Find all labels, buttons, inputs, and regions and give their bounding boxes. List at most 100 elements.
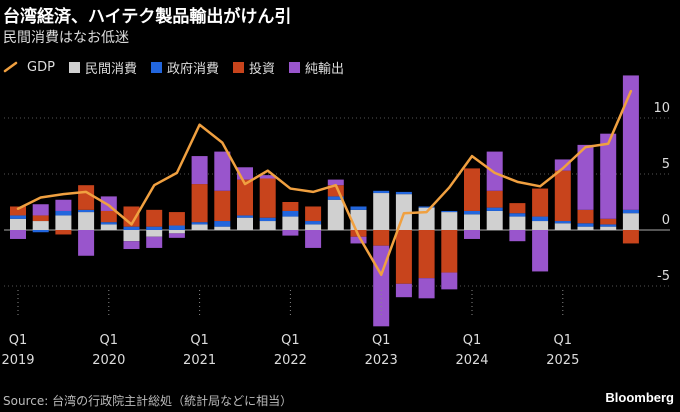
y-tick-label: -5 bbox=[657, 269, 670, 284]
bar-private-consumption bbox=[32, 221, 49, 230]
bar-investment bbox=[237, 179, 253, 216]
bar-investment bbox=[327, 185, 344, 197]
x-tick-label-year: 2023 bbox=[365, 353, 398, 368]
bar-investment bbox=[418, 230, 435, 279]
bar-government-consumption bbox=[146, 226, 163, 230]
y-tick-label: 0 bbox=[662, 213, 670, 228]
bar-government-consumption bbox=[554, 221, 571, 224]
bar-investment bbox=[78, 185, 95, 210]
bar-private-consumption bbox=[373, 193, 390, 230]
bar-investment bbox=[622, 230, 639, 244]
bar-private-consumption bbox=[191, 224, 208, 230]
bar-government-consumption bbox=[509, 213, 526, 217]
bar-investment bbox=[10, 206, 26, 216]
x-tick-label-quarter: Q1 bbox=[554, 333, 573, 348]
bar-government-consumption bbox=[168, 225, 185, 230]
gdp-line bbox=[16, 89, 633, 277]
bar-private-consumption bbox=[237, 217, 253, 230]
bar-net-exports bbox=[282, 230, 299, 236]
bar-government-consumption bbox=[395, 191, 412, 195]
bar-government-consumption bbox=[100, 222, 117, 225]
bar-government-consumption bbox=[441, 210, 458, 213]
bar-government-consumption bbox=[78, 209, 95, 213]
bar-private-consumption bbox=[464, 214, 480, 230]
legend-swatch-government-consumption bbox=[150, 61, 162, 73]
bar-investment bbox=[577, 209, 594, 224]
bar-government-consumption bbox=[622, 209, 639, 214]
bar-investment bbox=[214, 190, 231, 222]
bar-investment bbox=[32, 215, 49, 222]
bar-government-consumption bbox=[464, 210, 480, 215]
bar-investment bbox=[168, 212, 185, 226]
bar-net-exports bbox=[259, 175, 276, 179]
bar-government-consumption bbox=[327, 196, 344, 200]
bar-private-consumption bbox=[123, 230, 140, 242]
bar-government-consumption bbox=[282, 210, 299, 217]
bar-net-exports bbox=[486, 151, 503, 191]
x-tick-label-year: 2019 bbox=[1, 353, 34, 368]
x-tick-label-year: 2025 bbox=[546, 353, 579, 368]
bar-investment bbox=[395, 230, 412, 284]
bar-private-consumption bbox=[532, 221, 549, 230]
bar-government-consumption bbox=[486, 207, 503, 211]
bar-investment bbox=[305, 206, 322, 222]
x-tick-label-year: 2020 bbox=[92, 353, 125, 368]
x-tick-label-quarter: Q1 bbox=[372, 333, 391, 348]
bar-private-consumption bbox=[305, 224, 322, 230]
y-tick-label: 5 bbox=[662, 157, 670, 172]
bar-investment bbox=[554, 170, 571, 222]
bar-net-exports bbox=[78, 230, 95, 256]
y-tick-label: 10 bbox=[653, 101, 670, 116]
bar-government-consumption bbox=[600, 224, 617, 227]
bar-investment bbox=[259, 178, 276, 218]
x-tick-label-quarter: Q1 bbox=[463, 333, 482, 348]
bar-net-exports bbox=[146, 236, 163, 248]
legend-swatch-net-exports bbox=[288, 61, 300, 73]
legend-label-government-consumption: 政府消費 bbox=[166, 61, 219, 77]
bar-net-exports bbox=[554, 159, 571, 171]
legend-item-government-consumption: 政府消費 bbox=[150, 58, 219, 77]
bar-net-exports bbox=[622, 75, 639, 210]
bloomberg-logo: Bloomberg bbox=[605, 390, 674, 405]
bar-government-consumption bbox=[418, 206, 435, 208]
bar-private-consumption bbox=[146, 230, 163, 237]
bar-net-exports bbox=[168, 233, 185, 238]
x-tick-label-year: 2021 bbox=[183, 353, 216, 368]
bar-government-consumption bbox=[32, 230, 49, 233]
bar-investment bbox=[441, 230, 458, 273]
bar-net-exports bbox=[55, 199, 72, 211]
bar-private-consumption bbox=[259, 221, 276, 230]
legend-swatch-investment bbox=[232, 61, 244, 73]
bar-private-consumption bbox=[282, 216, 299, 230]
bar-private-consumption bbox=[10, 218, 26, 230]
bar-investment bbox=[282, 202, 299, 211]
x-tick-label-year: 2024 bbox=[455, 353, 488, 368]
gdp-line-icon bbox=[3, 61, 18, 73]
bar-investment bbox=[509, 203, 526, 214]
x-tick-label-quarter: Q1 bbox=[190, 333, 209, 348]
bar-net-exports bbox=[464, 230, 480, 239]
bar-investment bbox=[464, 168, 480, 211]
bar-net-exports bbox=[350, 236, 367, 244]
bar-net-exports bbox=[600, 133, 617, 219]
bar-government-consumption bbox=[259, 217, 276, 222]
bar-private-consumption bbox=[509, 216, 526, 230]
bar-government-consumption bbox=[350, 206, 367, 210]
source-note: Source: 台湾の行政院主計総処（統計局などに相当） bbox=[3, 394, 293, 408]
legend-item-gdp: GDP bbox=[0, 60, 55, 75]
bar-private-consumption bbox=[100, 224, 117, 230]
bar-government-consumption bbox=[10, 215, 26, 219]
bar-private-consumption bbox=[168, 230, 185, 234]
bar-investment bbox=[373, 230, 390, 246]
bar-net-exports bbox=[327, 179, 344, 186]
legend-label-gdp: GDP bbox=[27, 59, 55, 75]
bar-net-exports bbox=[305, 230, 322, 248]
bar-private-consumption bbox=[55, 215, 72, 230]
bar-net-exports bbox=[509, 230, 526, 242]
chart-legend: GDP 民間消費 政府消費 投資 純輸出 bbox=[0, 57, 358, 77]
bar-private-consumption bbox=[327, 199, 344, 230]
x-tick-label-quarter: Q1 bbox=[281, 333, 300, 348]
bar-investment bbox=[600, 218, 617, 225]
bar-private-consumption bbox=[486, 210, 503, 230]
